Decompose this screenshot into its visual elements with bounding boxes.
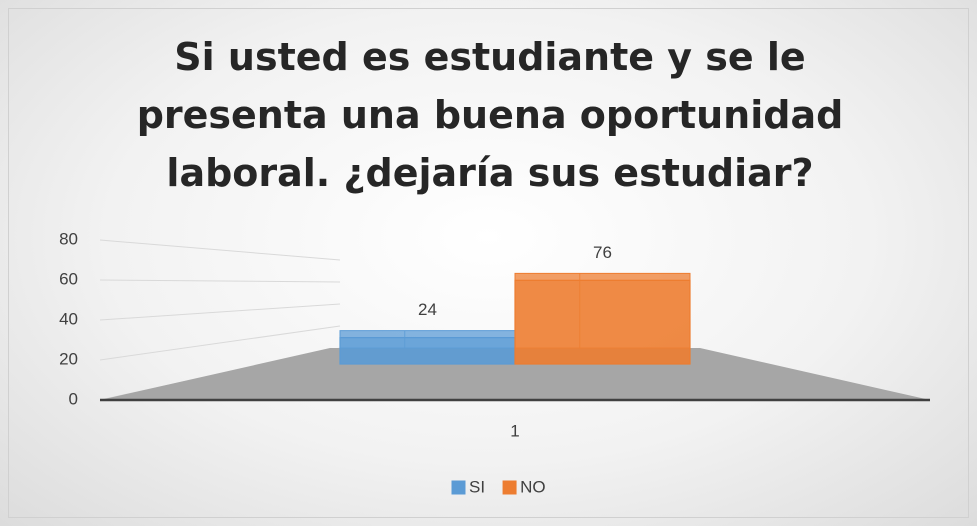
x-tick-label: 1 xyxy=(510,421,519,440)
floor xyxy=(100,348,930,400)
data-label: 24 xyxy=(418,300,437,319)
bar-top xyxy=(339,330,516,339)
y-tick-label: 80 xyxy=(59,229,78,248)
y-tick-label: 60 xyxy=(59,269,78,288)
bar xyxy=(339,337,516,365)
legend-label: NO xyxy=(520,477,546,496)
chart-title: Si usted es estudiante y se le presenta … xyxy=(136,35,844,195)
bar xyxy=(514,279,691,365)
grid-line xyxy=(99,303,341,321)
data-label: 76 xyxy=(593,243,612,262)
legend-label: SI xyxy=(469,477,485,496)
grid-line xyxy=(99,279,341,283)
legend-swatch xyxy=(451,480,466,495)
grid-line xyxy=(99,325,341,361)
bar-top xyxy=(514,272,691,281)
grid-line xyxy=(99,239,341,261)
legend-swatch xyxy=(502,480,517,495)
y-tick-label: 40 xyxy=(59,309,78,328)
border xyxy=(8,8,969,518)
y-tick-label: 0 xyxy=(69,389,78,408)
y-tick-label: 20 xyxy=(59,349,78,368)
